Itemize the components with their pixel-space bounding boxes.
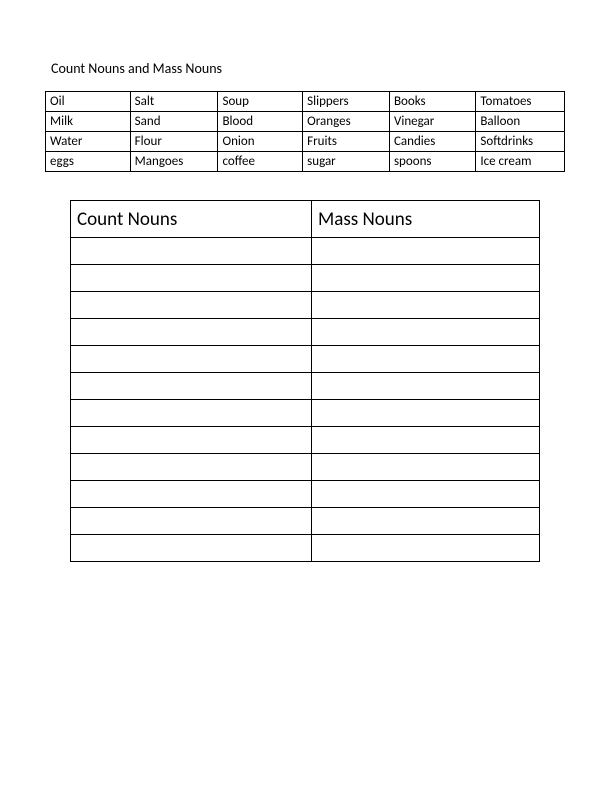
empty-cell bbox=[71, 427, 312, 454]
table-row: Milk Sand Blood Oranges Vinegar Balloon bbox=[46, 112, 565, 132]
word-cell: Blood bbox=[218, 112, 303, 132]
empty-cell bbox=[71, 292, 312, 319]
empty-cell bbox=[71, 346, 312, 373]
word-cell: Softdrinks bbox=[476, 132, 565, 152]
empty-cell bbox=[311, 319, 539, 346]
table-row bbox=[71, 427, 540, 454]
table-row: eggs Mangoes coffee sugar spoons Ice cre… bbox=[46, 152, 565, 172]
word-cell: Soup bbox=[218, 92, 303, 112]
word-cell: Flour bbox=[130, 132, 218, 152]
table-row: Oil Salt Soup Slippers Books Tomatoes bbox=[46, 92, 565, 112]
word-cell: spoons bbox=[389, 152, 475, 172]
word-cell: Balloon bbox=[476, 112, 565, 132]
word-cell: Onion bbox=[218, 132, 303, 152]
page-title: Count Nouns and Mass Nouns bbox=[51, 60, 567, 77]
empty-cell bbox=[71, 535, 312, 562]
empty-cell bbox=[311, 454, 539, 481]
empty-cell bbox=[311, 400, 539, 427]
table-row bbox=[71, 454, 540, 481]
empty-cell bbox=[71, 373, 312, 400]
empty-cell bbox=[71, 319, 312, 346]
word-cell: Books bbox=[389, 92, 475, 112]
empty-cell bbox=[311, 346, 539, 373]
table-row bbox=[71, 238, 540, 265]
empty-cell bbox=[71, 481, 312, 508]
table-row: Water Flour Onion Fruits Candies Softdri… bbox=[46, 132, 565, 152]
table-row bbox=[71, 319, 540, 346]
empty-cell bbox=[311, 535, 539, 562]
empty-cell bbox=[71, 454, 312, 481]
empty-cell bbox=[311, 427, 539, 454]
word-cell: Tomatoes bbox=[476, 92, 565, 112]
word-bank-table: Oil Salt Soup Slippers Books Tomatoes Mi… bbox=[45, 91, 565, 172]
empty-cell bbox=[311, 238, 539, 265]
word-cell: Oranges bbox=[303, 112, 390, 132]
table-row bbox=[71, 373, 540, 400]
empty-cell bbox=[71, 400, 312, 427]
table-row bbox=[71, 346, 540, 373]
sorting-table: Count Nouns Mass Nouns bbox=[70, 200, 540, 562]
word-cell: coffee bbox=[218, 152, 303, 172]
word-cell: Water bbox=[46, 132, 131, 152]
table-row bbox=[71, 481, 540, 508]
table-row bbox=[71, 292, 540, 319]
mass-nouns-header: Mass Nouns bbox=[311, 201, 539, 238]
word-cell: Oil bbox=[46, 92, 131, 112]
count-nouns-header: Count Nouns bbox=[71, 201, 312, 238]
word-cell: Vinegar bbox=[389, 112, 475, 132]
table-row bbox=[71, 400, 540, 427]
word-cell: Salt bbox=[130, 92, 218, 112]
table-row bbox=[71, 265, 540, 292]
empty-cell bbox=[311, 481, 539, 508]
empty-cell bbox=[311, 373, 539, 400]
empty-cell bbox=[311, 292, 539, 319]
empty-cell bbox=[71, 238, 312, 265]
word-cell: eggs bbox=[46, 152, 131, 172]
word-cell: Candies bbox=[389, 132, 475, 152]
empty-cell bbox=[311, 508, 539, 535]
word-cell: Sand bbox=[130, 112, 218, 132]
word-cell: Ice cream bbox=[476, 152, 565, 172]
word-cell: Slippers bbox=[303, 92, 390, 112]
empty-cell bbox=[71, 265, 312, 292]
table-row bbox=[71, 535, 540, 562]
empty-cell bbox=[311, 265, 539, 292]
word-cell: Mangoes bbox=[130, 152, 218, 172]
header-row: Count Nouns Mass Nouns bbox=[71, 201, 540, 238]
page: Count Nouns and Mass Nouns Oil Salt Soup… bbox=[0, 0, 612, 562]
word-cell: Fruits bbox=[303, 132, 390, 152]
word-cell: Milk bbox=[46, 112, 131, 132]
table-row bbox=[71, 508, 540, 535]
word-cell: sugar bbox=[303, 152, 390, 172]
empty-cell bbox=[71, 508, 312, 535]
